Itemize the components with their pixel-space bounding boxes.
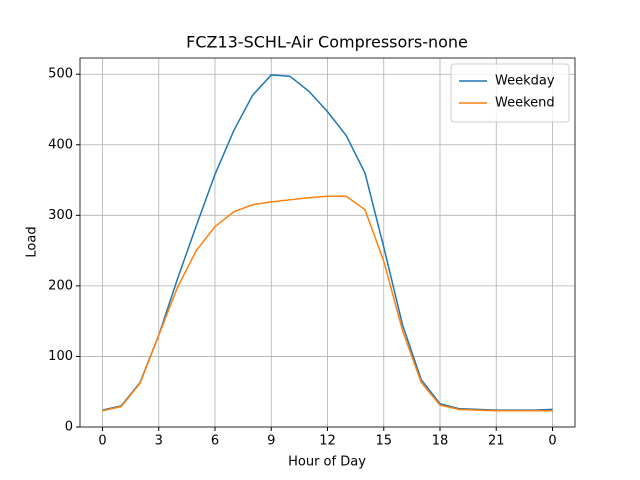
- y-tick-label: 300: [48, 208, 73, 223]
- y-tick-label: 400: [48, 137, 73, 152]
- x-tick-label: 6: [211, 434, 219, 449]
- x-tick-label: 18: [432, 434, 449, 449]
- legend-box: [450, 63, 570, 123]
- plot-frame: [79, 57, 576, 428]
- y-tick-label: 500: [48, 67, 73, 82]
- x-tick-label: 12: [319, 434, 336, 449]
- x-tick-label: 15: [375, 434, 392, 449]
- x-tick-label: 0: [548, 434, 556, 449]
- x-axis-label: Hour of Day: [288, 455, 366, 470]
- x-tick-label: 3: [155, 434, 163, 449]
- legend-label: Weekend: [495, 96, 555, 111]
- chart-title: FCZ13-SCHL-Air Compressors-none: [186, 33, 468, 52]
- y-tick-label: 200: [48, 278, 73, 293]
- legend-label: Weekday: [495, 74, 555, 89]
- y-axis-label: Load: [25, 226, 40, 257]
- line-series: [102, 195, 553, 412]
- x-tick-label: 0: [98, 434, 106, 449]
- x-tick-label: 21: [488, 434, 505, 449]
- y-tick-label: 100: [48, 349, 73, 364]
- x-tick-label: 9: [267, 434, 275, 449]
- y-tick-label: 0: [65, 420, 73, 435]
